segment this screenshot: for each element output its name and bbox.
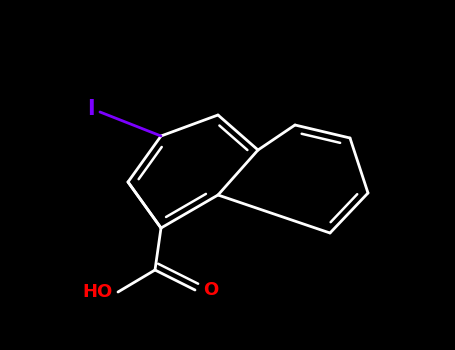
Text: HO: HO <box>83 283 113 301</box>
Text: O: O <box>203 281 218 299</box>
Text: I: I <box>87 99 95 119</box>
